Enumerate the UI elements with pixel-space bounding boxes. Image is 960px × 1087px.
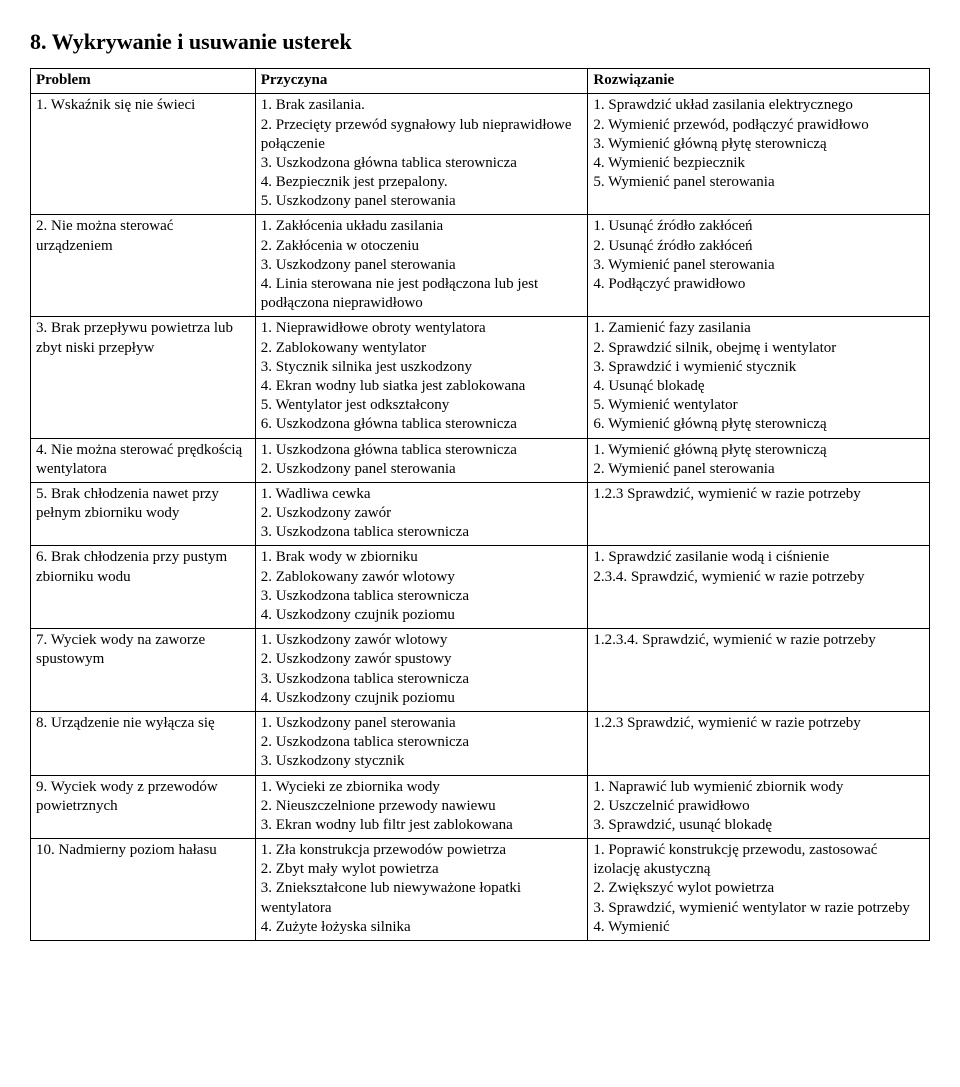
cell-solution: 1. Naprawić lub wymienić zbiornik wody2.… (588, 775, 930, 839)
cell-problem: 5. Brak chłodzenia nawet przy pełnym zbi… (31, 482, 256, 546)
cell-solution: 1. Zamienić fazy zasilania2. Sprawdzić s… (588, 317, 930, 438)
cell-cause: 1. Brak zasilania.2. Przecięty przewód s… (255, 94, 588, 215)
table-row: 2. Nie można sterować urządzeniem1. Zakł… (31, 215, 930, 317)
cell-problem: 7. Wyciek wody na zaworze spustowym (31, 629, 256, 712)
cell-cause: 1. Uszkodzony zawór wlotowy2. Uszkodzony… (255, 629, 588, 712)
cell-problem: 8. Urządzenie nie wyłącza się (31, 711, 256, 775)
cell-solution: 1. Usunąć źródło zakłóceń2. Usunąć źródł… (588, 215, 930, 317)
table-row: 10. Nadmierny poziom hałasu1. Zła konstr… (31, 839, 930, 941)
cell-cause: 1. Nieprawidłowe obroty wentylatora2. Za… (255, 317, 588, 438)
cell-solution: 1. Poprawić konstrukcję przewodu, zastos… (588, 839, 930, 941)
cell-solution: 1.2.3 Sprawdzić, wymienić w razie potrze… (588, 711, 930, 775)
cell-problem: 1. Wskaźnik się nie świeci (31, 94, 256, 215)
cell-solution: 1.2.3.4. Sprawdzić, wymienić w razie pot… (588, 629, 930, 712)
cell-cause: 1. Brak wody w zbiorniku2. Zablokowany z… (255, 546, 588, 629)
cell-problem: 2. Nie można sterować urządzeniem (31, 215, 256, 317)
table-row: 6. Brak chłodzenia przy pustym zbiorniku… (31, 546, 930, 629)
cell-cause: 1. Zła konstrukcja przewodów powietrza2.… (255, 839, 588, 941)
cell-problem: 6. Brak chłodzenia przy pustym zbiorniku… (31, 546, 256, 629)
table-header-row: Problem Przyczyna Rozwiązanie (31, 69, 930, 94)
table-row: 3. Brak przepływu powietrza lub zbyt nis… (31, 317, 930, 438)
cell-cause: 1. Uszkodzona główna tablica sterownicza… (255, 438, 588, 482)
table-row: 5. Brak chłodzenia nawet przy pełnym zbi… (31, 482, 930, 546)
table-row: 1. Wskaźnik się nie świeci1. Brak zasila… (31, 94, 930, 215)
cell-cause: 1. Uszkodzony panel sterowania2. Uszkodz… (255, 711, 588, 775)
table-row: 7. Wyciek wody na zaworze spustowym1. Us… (31, 629, 930, 712)
cell-cause: 1. Wadliwa cewka2. Uszkodzony zawór3. Us… (255, 482, 588, 546)
cell-problem: 10. Nadmierny poziom hałasu (31, 839, 256, 941)
cell-cause: 1. Wycieki ze zbiornika wody2. Nieuszcze… (255, 775, 588, 839)
section-heading: 8. Wykrywanie i usuwanie usterek (30, 28, 930, 56)
cell-solution: 1. Wymienić główną płytę sterowniczą2. W… (588, 438, 930, 482)
troubleshooting-table: Problem Przyczyna Rozwiązanie 1. Wskaźni… (30, 68, 930, 941)
cell-cause: 1. Zakłócenia układu zasilania2. Zakłóce… (255, 215, 588, 317)
cell-solution: 1. Sprawdzić zasilanie wodą i ciśnienie2… (588, 546, 930, 629)
col-cause: Przyczyna (255, 69, 588, 94)
cell-solution: 1.2.3 Sprawdzić, wymienić w razie potrze… (588, 482, 930, 546)
cell-problem: 9. Wyciek wody z przewodów powietrznych (31, 775, 256, 839)
cell-solution: 1. Sprawdzić układ zasilania elektryczne… (588, 94, 930, 215)
col-problem: Problem (31, 69, 256, 94)
col-solution: Rozwiązanie (588, 69, 930, 94)
table-row: 4. Nie można sterować prędkością wentyla… (31, 438, 930, 482)
cell-problem: 4. Nie można sterować prędkością wentyla… (31, 438, 256, 482)
table-row: 9. Wyciek wody z przewodów powietrznych1… (31, 775, 930, 839)
cell-problem: 3. Brak przepływu powietrza lub zbyt nis… (31, 317, 256, 438)
table-row: 8. Urządzenie nie wyłącza się1. Uszkodzo… (31, 711, 930, 775)
